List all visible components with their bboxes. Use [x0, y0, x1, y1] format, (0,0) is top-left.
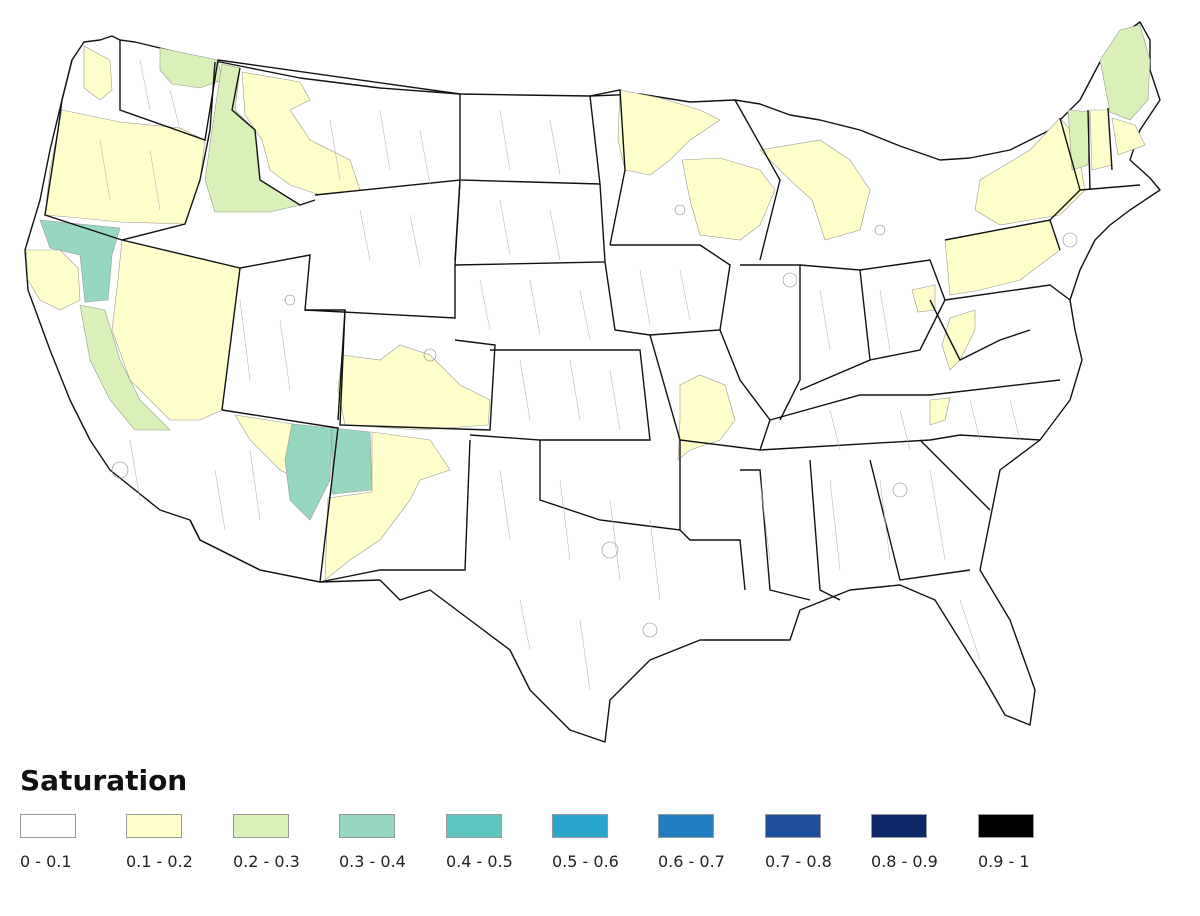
legend-label: 0.6 - 0.7 [658, 852, 725, 871]
legend-swatch [233, 814, 289, 838]
legend-item: 0.3 - 0.4 [339, 814, 439, 871]
legend-item: 0.5 - 0.6 [552, 814, 652, 871]
legend-swatch [552, 814, 608, 838]
legend-label: 0.3 - 0.4 [339, 852, 406, 871]
region-nm-northwest [331, 427, 373, 495]
legend-item: 0.4 - 0.5 [446, 814, 546, 871]
legend-swatch [978, 814, 1034, 838]
metro-area-clusters [111, 204, 1078, 638]
legend-swatch [658, 814, 714, 838]
legend-label: 0.1 - 0.2 [126, 852, 193, 871]
legend-label: 0 - 0.1 [20, 852, 72, 871]
region-idaho [204, 63, 301, 213]
legend-label: 0.8 - 0.9 [871, 852, 938, 871]
region-ca-central [79, 304, 171, 431]
region-ca-north [39, 219, 121, 303]
legend-item: 0.7 - 0.8 [765, 814, 865, 871]
legend-item: 0.6 - 0.7 [658, 814, 758, 871]
region-maine-coast [1111, 117, 1146, 156]
region-maine [1099, 24, 1151, 121]
region-vermont [1067, 109, 1091, 171]
region-nm-central [324, 431, 451, 581]
region-minnesota [617, 89, 721, 176]
legend-item: 0.9 - 1 [978, 814, 1078, 871]
us-saturation-map [24, 21, 1161, 743]
legend-item: 0.2 - 0.3 [233, 814, 333, 871]
region-tennessee-east [929, 397, 951, 426]
region-missouri [677, 374, 736, 461]
legend-label: 0.5 - 0.6 [552, 852, 619, 871]
legend-label: 0.7 - 0.8 [765, 852, 832, 871]
legend-swatch [765, 814, 821, 838]
legend-swatch [20, 814, 76, 838]
legend-label: 0.4 - 0.5 [446, 852, 513, 871]
legend-label: 0.9 - 1 [978, 852, 1030, 871]
region-michigan [759, 139, 871, 241]
legend-swatch [126, 814, 182, 838]
state-borders [44, 40, 1141, 601]
region-ca-coast [25, 249, 81, 311]
legend-item: 0.8 - 0.9 [871, 814, 971, 871]
legend-label: 0.2 - 0.3 [233, 852, 300, 871]
legend-swatch [871, 814, 927, 838]
region-colorado [337, 344, 491, 431]
legend-title: Saturation [20, 764, 188, 797]
legend-item: 0 - 0.1 [20, 814, 120, 871]
legend-item: 0.1 - 0.2 [126, 814, 226, 871]
legend-swatch [339, 814, 395, 838]
district-boundaries [99, 59, 1021, 691]
legend-swatch [446, 814, 502, 838]
region-wisconsin [681, 157, 776, 241]
region-wa-west [83, 45, 113, 101]
legend: 0 - 0.1 0.1 - 0.2 0.2 - 0.3 0.3 - 0.4 0.… [20, 814, 1180, 894]
